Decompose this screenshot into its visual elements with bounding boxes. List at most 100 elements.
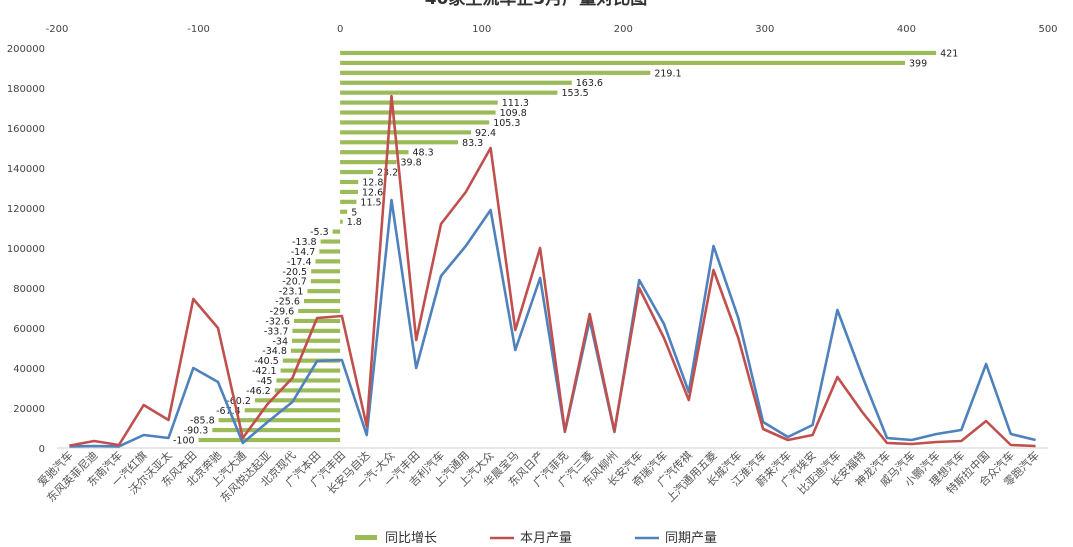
top-axis-tick-label: 500 xyxy=(1038,24,1057,35)
left-axis-tick-label: 140000 xyxy=(7,164,45,175)
growth-bar xyxy=(292,338,341,343)
bar-series-group: -100-90.3-85.8-67.4-60.2-46.2-45-42.1-40… xyxy=(173,48,958,446)
growth-bar-label: -45 xyxy=(257,376,273,387)
left-axis-tick-label: 0 xyxy=(39,444,45,455)
growth-bar xyxy=(340,219,343,224)
growth-bar xyxy=(292,328,341,333)
growth-bar-label: -100 xyxy=(173,436,195,447)
legend-swatch xyxy=(355,535,377,540)
left-axis-tick-label: 20000 xyxy=(13,404,45,415)
growth-bar-label: -40.5 xyxy=(254,356,279,367)
growth-bar xyxy=(340,160,397,165)
growth-bar-label: 219.1 xyxy=(654,68,681,79)
growth-bar xyxy=(340,179,359,185)
legend: 同比增长 本月产量 同期产量 xyxy=(355,531,717,546)
growth-bar-label: 399 xyxy=(909,58,927,69)
growth-bar-label: -25.6 xyxy=(275,297,300,308)
growth-bar-label: -42.1 xyxy=(252,366,277,377)
growth-bar xyxy=(307,289,341,294)
left-axis-tick-label: 160000 xyxy=(7,124,45,135)
growth-bar xyxy=(340,80,572,85)
growth-bar-label: -20.7 xyxy=(282,277,307,288)
growth-bar-label: 109.8 xyxy=(500,108,527,119)
growth-bar-label: 105.3 xyxy=(493,118,520,129)
top-axis-tick-label: 200 xyxy=(614,24,633,35)
top-axis-tick-label: -200 xyxy=(46,24,69,35)
series-line xyxy=(69,94,1036,448)
left-axis-tick-label: 180000 xyxy=(7,84,45,95)
growth-bar xyxy=(310,279,341,284)
growth-bar-label: -46.2 xyxy=(246,386,271,397)
growth-bar xyxy=(212,428,341,433)
growth-bar xyxy=(340,189,358,194)
growth-bar xyxy=(340,50,937,56)
growth-bar xyxy=(218,418,341,423)
left-axis-tick-label: 120000 xyxy=(7,204,45,215)
growth-bar-label: -23.1 xyxy=(279,287,304,298)
growth-bar xyxy=(303,299,341,304)
growth-bar xyxy=(340,120,490,125)
growth-bar xyxy=(340,169,373,175)
growth-bar-label: -60.2 xyxy=(226,396,251,407)
top-axis: -200 -100 0 100 200 300 400 500 xyxy=(46,24,1058,35)
growth-bar xyxy=(290,348,341,353)
growth-bar xyxy=(340,60,906,65)
left-axis: 0 20000 40000 60000 80000 100000 120000 140000 1… xyxy=(7,44,1048,455)
growth-bar-label: 12.6 xyxy=(362,187,383,198)
left-axis-tick-label: 200000 xyxy=(7,44,45,55)
top-axis-tick-label: 100 xyxy=(472,24,491,35)
growth-bar-label: -34.8 xyxy=(262,346,287,357)
growth-bar xyxy=(274,388,341,393)
growth-bar-label: 5 xyxy=(351,207,357,218)
left-axis-tick-label: 60000 xyxy=(13,324,45,335)
line-series-group xyxy=(69,94,1036,448)
growth-bar xyxy=(282,358,341,363)
growth-bar xyxy=(244,408,341,413)
growth-bar xyxy=(320,239,341,244)
growth-bar-label: -67.4 xyxy=(216,406,241,417)
growth-bar-label: -33.7 xyxy=(264,326,289,337)
top-axis-tick-label: 0 xyxy=(337,24,343,35)
growth-bar-label: -90.3 xyxy=(184,426,209,437)
chart-title: 40家主流车企3月产量对比图 xyxy=(425,0,648,9)
growth-bar xyxy=(340,100,498,105)
growth-bar-label: -85.8 xyxy=(190,416,215,427)
growth-bar-label: 83.3 xyxy=(462,138,483,149)
growth-bar-label: -32.6 xyxy=(265,316,290,327)
growth-bar xyxy=(340,70,651,75)
growth-bar xyxy=(315,259,341,264)
growth-bar-label: -13.8 xyxy=(292,237,317,248)
top-axis-tick-label: 300 xyxy=(755,24,774,35)
growth-bar-label: 11.5 xyxy=(360,197,381,208)
growth-bar xyxy=(340,150,409,155)
growth-bar xyxy=(276,378,341,383)
growth-bar xyxy=(198,437,341,443)
growth-bar xyxy=(311,269,341,274)
growth-bar-label: -29.6 xyxy=(270,307,295,318)
growth-bar xyxy=(340,110,496,115)
growth-bar xyxy=(254,398,341,403)
growth-bar-label: 39.8 xyxy=(400,158,421,169)
series-line xyxy=(69,198,1036,448)
legend-label: 同期产量 xyxy=(665,531,717,543)
growth-bar xyxy=(340,199,357,204)
growth-bar-label: 1.8 xyxy=(347,217,362,228)
left-axis-tick-label: 80000 xyxy=(13,284,45,295)
growth-bar xyxy=(340,90,558,95)
top-axis-tick-label: -100 xyxy=(187,24,210,35)
growth-bar-label: 12.8 xyxy=(362,177,383,188)
growth-bar xyxy=(298,308,341,314)
growth-bar-label: -14.7 xyxy=(291,247,316,258)
left-axis-tick-label: 100000 xyxy=(7,244,45,255)
growth-bar-label: 48.3 xyxy=(413,148,434,159)
legend-label: 同比增长 xyxy=(385,531,437,543)
category-axis: 爱驰汽车东风英菲尼迪东南汽车一汽红旗沃尔沃亚太东风本田北京奔驰上汽大通东风悦达起… xyxy=(34,448,1041,505)
growth-bar-label: 153.5 xyxy=(561,88,588,99)
growth-bar xyxy=(319,249,341,254)
top-axis-tick-label: 400 xyxy=(897,24,916,35)
growth-bar-label: 23.2 xyxy=(377,168,398,179)
growth-bar-label: -20.5 xyxy=(283,267,308,278)
legend-label: 本月产量 xyxy=(520,531,572,543)
